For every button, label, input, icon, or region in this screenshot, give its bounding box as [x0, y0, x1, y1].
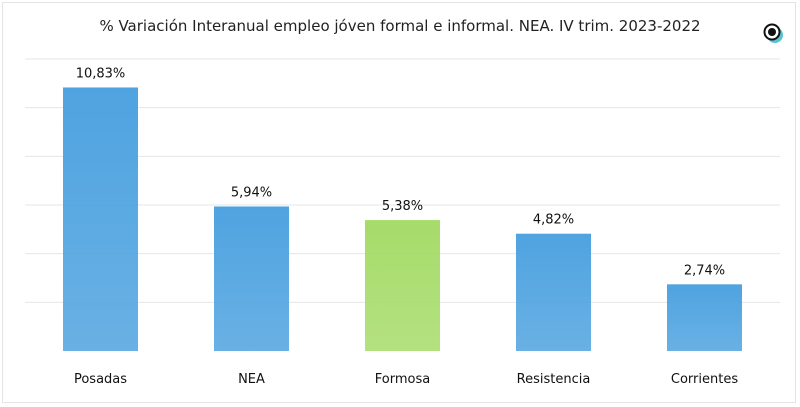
category-label: Formosa: [375, 372, 430, 387]
data-label: 4,82%: [533, 213, 574, 228]
data-label: 5,94%: [231, 185, 272, 200]
data-label: 2,74%: [684, 263, 725, 278]
bar-posadas: [63, 87, 138, 351]
category-label: NEA: [238, 372, 265, 387]
chart-title: % Variación Interanual empleo jóven form…: [99, 17, 701, 35]
data-label: 10,83%: [76, 66, 126, 81]
chart-frame: [2, 2, 796, 403]
bar-corrientes: [667, 284, 742, 351]
bar-formosa: [365, 220, 440, 351]
eye-logo-icon: [763, 23, 783, 43]
bar-resistencia: [516, 233, 591, 351]
data-label: 5,38%: [382, 199, 423, 214]
bar-nea: [214, 206, 289, 351]
category-label: Posadas: [74, 372, 127, 387]
category-label: Corrientes: [671, 372, 738, 387]
category-label: Resistencia: [517, 372, 591, 387]
